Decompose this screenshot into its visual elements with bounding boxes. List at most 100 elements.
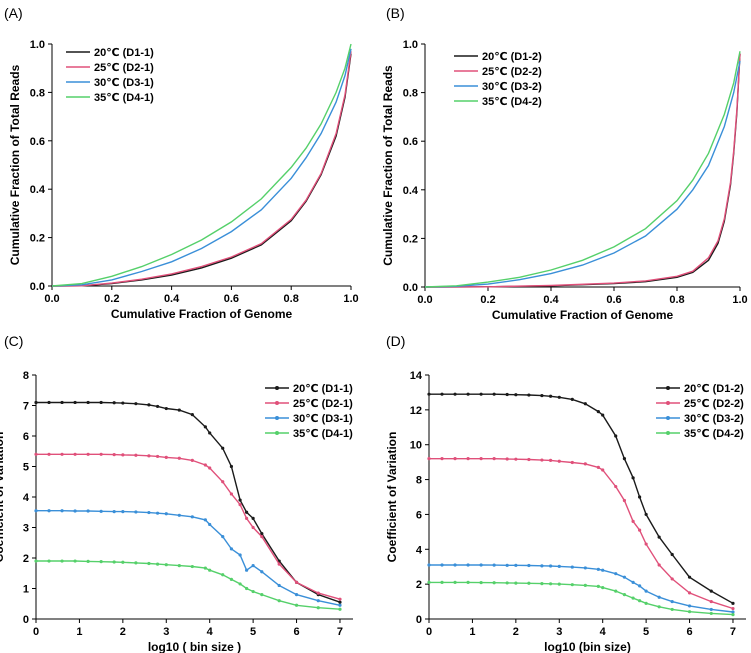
- data-point: [440, 580, 444, 585]
- legend-label: 35℃ (D4-2): [684, 428, 744, 440]
- data-point: [657, 605, 661, 609]
- data-point: [514, 393, 518, 397]
- data-point: [709, 599, 713, 604]
- data-point: [427, 563, 431, 567]
- y-tick-label: 6: [416, 509, 422, 521]
- data-point: [614, 572, 618, 576]
- data-point: [177, 513, 181, 517]
- legend-label: 20℃ (D1-1): [94, 47, 154, 59]
- data-point: [47, 509, 51, 513]
- data-point: [601, 568, 605, 572]
- data-point: [527, 563, 531, 568]
- data-point: [453, 580, 457, 585]
- data-point: [466, 392, 470, 396]
- data-point: [644, 542, 648, 546]
- legend-label: 25℃ (D2-1): [94, 62, 154, 74]
- data-point: [155, 562, 160, 566]
- data-point: [631, 476, 635, 480]
- y-tick-label: 0.4: [403, 185, 419, 197]
- series-line-1: [424, 53, 741, 288]
- data-point: [245, 516, 249, 520]
- y-tick-label: 14: [410, 370, 423, 382]
- data-point: [277, 583, 281, 588]
- data-point: [505, 563, 509, 567]
- y-tick-label: 0.2: [30, 233, 45, 245]
- x-tick-label: 1.0: [732, 294, 747, 306]
- y-tick-label: 0.0: [30, 281, 45, 293]
- data-point: [548, 564, 553, 568]
- chart-panel-0: (A) 0.0 0.2 0.4 0.6 0.8 1.0 0.0 0.2 0.4 0.6 0.8 1.0 C…: [4, 5, 359, 321]
- data-point: [427, 580, 431, 585]
- data-point: [670, 552, 674, 557]
- data-point: [164, 406, 168, 411]
- chart-panel-2: (C) 0 1 2 3 4 5 6 7 0 1 2 3 4 5 6 7 8 log10 ( bin size ) Co…: [0, 333, 353, 653]
- panel-label: (A): [4, 5, 23, 21]
- data-point: [155, 404, 160, 409]
- data-point: [316, 599, 320, 603]
- data-point: [583, 462, 587, 466]
- legend-marker: [666, 416, 670, 420]
- data-point: [570, 460, 574, 465]
- data-point: [164, 563, 168, 567]
- data-point: [453, 392, 457, 396]
- data-point: [514, 563, 518, 567]
- y-axis-label: Cumulative Fraction of Total Reads: [381, 65, 395, 266]
- data-point: [338, 597, 342, 601]
- y-tick-label: 0.8: [403, 88, 418, 100]
- data-point: [583, 583, 587, 587]
- data-point: [527, 457, 531, 462]
- y-tick-label: 0.4: [30, 184, 46, 196]
- data-point: [631, 519, 635, 524]
- data-point: [548, 394, 553, 398]
- data-point: [177, 408, 181, 412]
- data-point: [687, 591, 692, 595]
- data-point: [190, 458, 194, 462]
- data-point: [427, 457, 431, 461]
- y-tick-label: 0.6: [403, 136, 418, 148]
- data-point: [60, 559, 64, 563]
- data-point: [34, 452, 38, 456]
- legend-marker: [666, 386, 670, 390]
- data-point: [631, 580, 635, 585]
- series-line-2: [36, 510, 341, 606]
- x-tick-label: 3: [163, 626, 169, 638]
- data-point: [121, 510, 125, 514]
- data-point: [99, 509, 103, 513]
- data-point: [338, 607, 342, 611]
- data-point: [277, 599, 281, 603]
- legend-label: 30℃ (D3-1): [94, 77, 154, 89]
- series-line-1: [51, 51, 352, 287]
- data-point: [601, 468, 605, 472]
- data-point: [670, 599, 674, 604]
- data-point: [687, 575, 692, 579]
- data-point: [622, 593, 627, 597]
- data-point: [670, 607, 674, 612]
- x-tick-label: 0.8: [669, 294, 684, 306]
- y-tick-label: 2: [23, 553, 29, 565]
- data-point: [644, 601, 648, 605]
- y-tick-label: 12: [410, 405, 422, 417]
- data-point: [638, 528, 642, 532]
- data-point: [121, 560, 125, 564]
- data-point: [492, 563, 496, 567]
- data-point: [147, 510, 151, 515]
- data-point: [245, 586, 249, 591]
- legend-label: 25℃ (D2-2): [482, 66, 542, 78]
- data-point: [221, 573, 225, 577]
- x-tick-label: 0.4: [543, 294, 559, 306]
- data-point: [229, 464, 234, 469]
- data-point: [34, 559, 38, 563]
- data-point: [479, 392, 483, 396]
- y-tick-label: 8: [23, 370, 29, 382]
- series-line-1: [36, 453, 341, 600]
- data-point: [221, 480, 225, 484]
- data-point: [47, 400, 51, 405]
- y-tick-label: 3: [23, 523, 29, 535]
- y-tick-label: 1.0: [403, 39, 418, 51]
- data-point: [453, 563, 457, 567]
- x-tick-label: 0.0: [44, 293, 59, 305]
- data-point: [229, 547, 234, 551]
- legend-label: 30℃ (D3-2): [684, 413, 744, 425]
- series-line-1: [429, 458, 734, 610]
- x-tick-label: 6: [686, 626, 692, 638]
